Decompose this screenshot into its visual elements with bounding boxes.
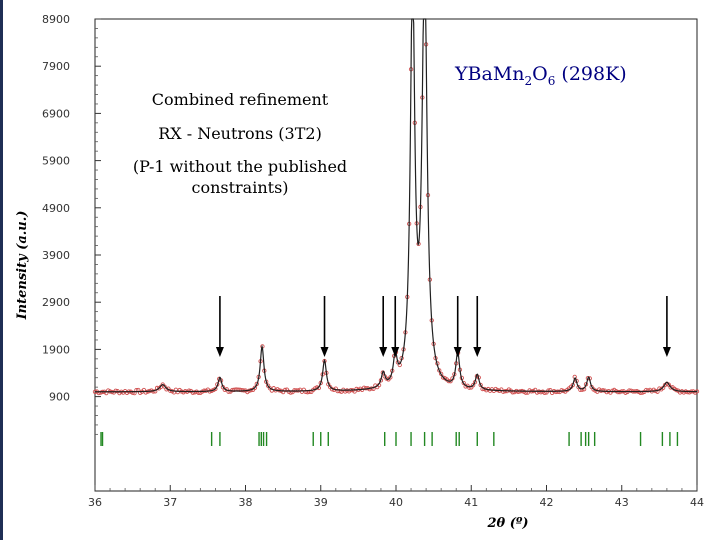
observed-point [546,388,551,393]
y-axis-label: Intensity (a.u.) [15,211,30,321]
chart-title: YBaMn2O6 (298K) [454,63,627,88]
observed-point [213,386,218,392]
y-tick-label: 900 [49,391,70,404]
peak-arrow-head [453,347,462,357]
observed-point [282,387,288,393]
observed-point [576,384,581,390]
x-tick-label: 38 [239,496,253,509]
observed-point [113,388,118,393]
peak-arrow-head [215,347,224,357]
y-tick-label: 1900 [42,343,70,356]
y-tick-label: 2900 [42,296,70,309]
annotation-line-4: constraints) [191,178,288,197]
observed-point [130,390,135,395]
peak-arrow [391,296,400,357]
annotation-line-1: Combined refinement [152,90,329,109]
x-tick-label: 43 [615,496,629,509]
peak-arrow [379,296,388,357]
observed-point [252,385,258,390]
reflection-markers [100,432,679,446]
observed-point [470,383,476,388]
peak-arrow-head [473,347,482,357]
observed-point [437,368,442,373]
observed-point [580,387,585,392]
slide-left-border [0,0,3,540]
x-axis-ticks: 36 37 38 39 40 41 42 43 44 [88,485,704,509]
peak-arrow-head [379,347,388,357]
y-tick-label: 5900 [42,155,70,168]
observed-point [438,371,444,377]
observed-point [467,385,472,390]
peak-arrow [215,296,224,357]
observed-point [627,388,632,393]
x-tick-label: 44 [690,496,704,509]
y-tick-label: 3900 [42,249,70,262]
observed-point [645,388,651,393]
x-tick-label: 42 [540,496,554,509]
observed-point [186,388,192,393]
observed-point [538,390,544,395]
observed-point [516,389,521,395]
observed-point [666,382,671,387]
y-tick-label: 6900 [42,107,70,120]
observed-point [461,380,466,386]
peak-arrow [320,296,329,357]
peak-arrow [453,296,462,357]
y-tick-label: 7900 [42,60,70,73]
peak-arrow-head [662,347,671,357]
peak-arrow [662,296,671,357]
x-tick-label: 36 [88,496,102,509]
x-tick-label: 41 [464,496,478,509]
observed-point [501,389,506,394]
observed-point [600,388,606,393]
peak-arrow [473,296,482,357]
observed-point [478,382,483,388]
x-tick-label: 40 [389,496,403,509]
x-tick-label: 37 [163,496,177,509]
y-tick-label: 4900 [42,202,70,215]
y-axis-ticks: 900 1900 2900 3900 4900 5900 6900 7900 8900 [42,13,101,435]
observed-point [668,385,673,390]
peak-arrow-head [320,347,329,357]
peak-arrows [215,296,671,357]
y-tick-label: 8900 [42,13,70,26]
observed-point [294,388,299,393]
peak-arrow-head [391,347,400,357]
annotation-line-3: (P-1 without the published [133,157,347,176]
x-axis-label: 2θ (º) [486,516,528,531]
x-tick-label: 39 [314,496,328,509]
observed-point [98,390,103,395]
annotation-line-2: RX - Neutrons (3T2) [158,124,322,143]
